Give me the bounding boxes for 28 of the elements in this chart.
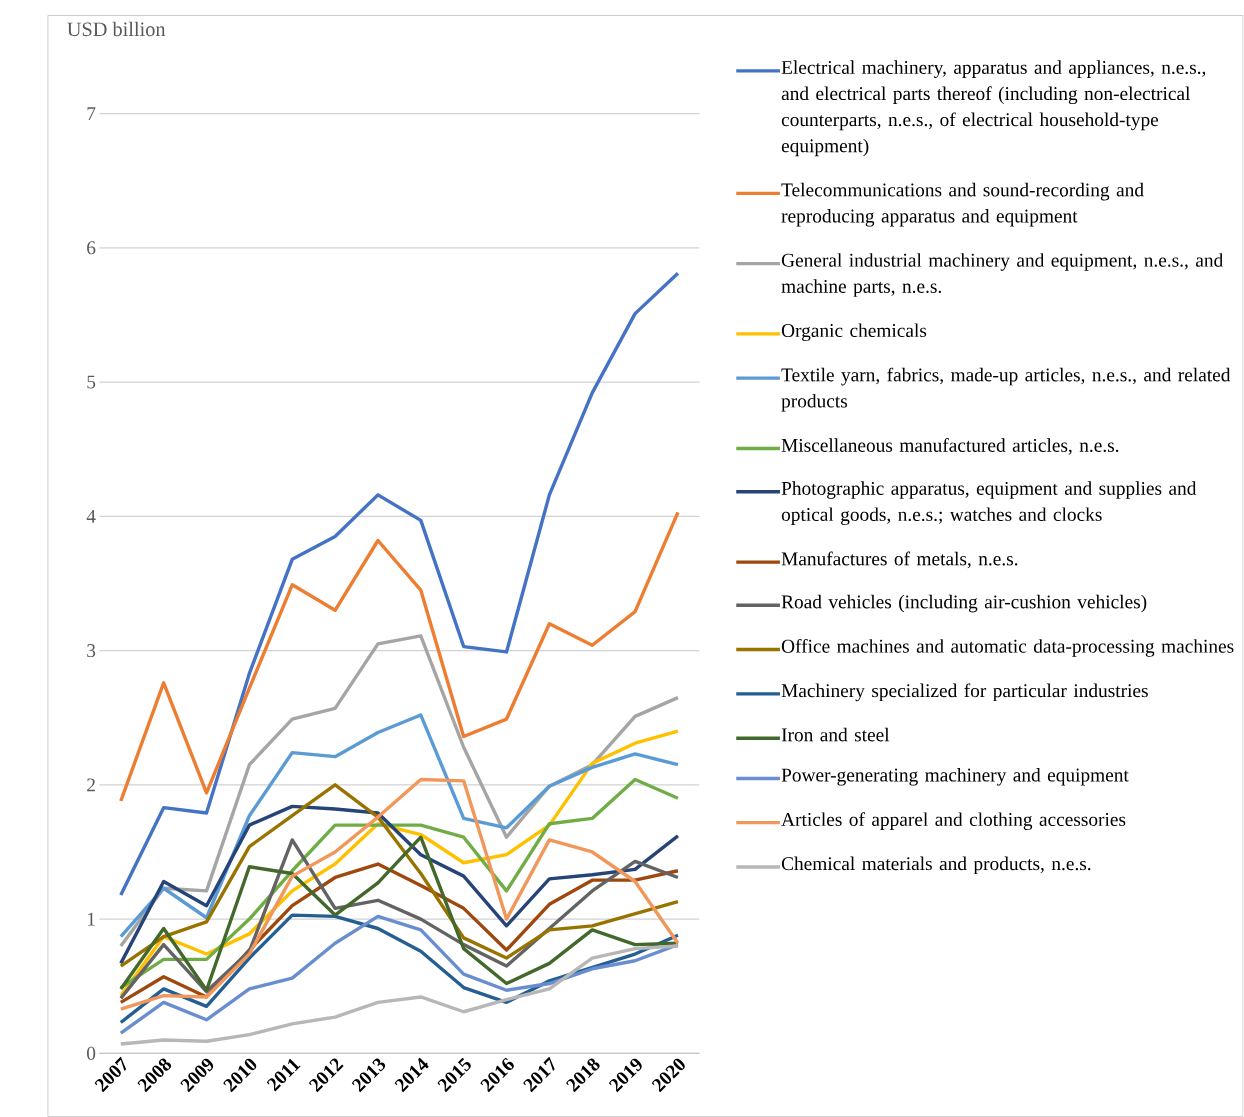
legend-label: Telecommunications and sound-recording and reproducing apparatus and equipment [781,182,1144,227]
legend-label: Electrical machinery, apparatus and appliances, n.e.s., and electrical parts thereof (including non-electrical counterparts, n.e.s., of electrical household-type equipment) [781,60,1206,157]
legend-label: Miscellaneous manufactured articles, n.e.s. [781,437,1119,455]
legend-label: General industrial machinery and equipment, n.e.s., and machine parts, n.e.s. [781,252,1224,297]
legend-label: Textile yarn, fabrics, made-up articles, n.e.s., and related products [781,367,1231,412]
legend-label: Photographic apparatus, equipment and supplies and optical goods, n.e.s.; watches and clocks [781,481,1197,525]
legend-label: Articles of apparel and clothing accessories [781,811,1126,830]
line-series [119,271,680,897]
legend-label: Machinery specialized for particular industries [781,683,1148,701]
legend-label: Power-generating machinery and equipment [781,767,1129,786]
y-tick-label: 3 [87,643,96,657]
legend-label: Organic chemicals [781,323,927,341]
line-series [119,713,680,939]
legend-label: Iron and steel [781,727,890,742]
y-tick-label: 0 [87,1046,96,1060]
y-tick-label: 6 [87,241,96,255]
y-tick-label: 4 [86,509,96,523]
y-tick-label: 1 [87,912,95,926]
y-tick-label: 7 [87,107,96,120]
legend-label: Road vehicles (including air-cushion vehicles) [781,594,1147,613]
y-tick-label: 5 [87,375,96,389]
legend-label: Chemical materials and products, n.e.s. [781,856,1091,874]
legend-label: Manufactures of metals, n.e.s. [781,551,1018,568]
legend-label: Office machines and automatic data-processing machines [781,638,1234,657]
y-axis-title: USD billion [67,21,166,36]
y-tick-label: 2 [87,778,95,792]
line-series [119,944,680,1046]
line-series [119,510,680,803]
